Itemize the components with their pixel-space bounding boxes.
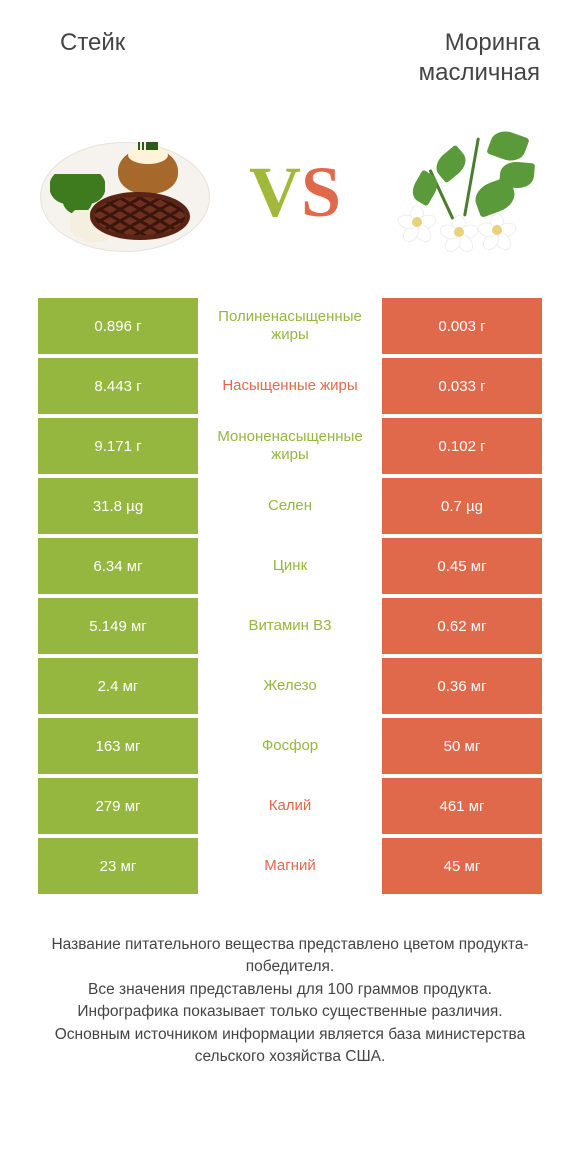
value-left: 8.443 г: [38, 358, 198, 414]
nutrient-label: Калий: [198, 778, 382, 834]
value-right: 0.36 мг: [382, 658, 542, 714]
header: Стейк Морингамасличная: [0, 0, 580, 98]
table-row: 9.171 гМононенасыщенные жиры0.102 г: [38, 418, 542, 474]
moringa-image: [380, 127, 540, 257]
value-right: 0.62 мг: [382, 598, 542, 654]
table-row: 8.443 гНасыщенные жиры0.033 г: [38, 358, 542, 414]
nutrient-label: Насыщенные жиры: [198, 358, 382, 414]
table-row: 0.896 гПолиненасыщенные жиры0.003 г: [38, 298, 542, 354]
comparison-table: 0.896 гПолиненасыщенные жиры0.003 г8.443…: [38, 298, 542, 894]
nutrient-label: Мононенасыщенные жиры: [198, 418, 382, 474]
value-left: 31.8 µg: [38, 478, 198, 534]
value-left: 0.896 г: [38, 298, 198, 354]
value-right: 45 мг: [382, 838, 542, 894]
value-right: 50 мг: [382, 718, 542, 774]
footer-line: Инфографика показывает только существенн…: [30, 1001, 550, 1023]
vs-v: V: [249, 152, 301, 232]
footer-line: Основным источником информации является …: [30, 1024, 550, 1069]
value-left: 23 мг: [38, 838, 198, 894]
value-left: 163 мг: [38, 718, 198, 774]
value-left: 6.34 мг: [38, 538, 198, 594]
value-left: 9.171 г: [38, 418, 198, 474]
footer-notes: Название питательного вещества представл…: [0, 934, 580, 1069]
value-left: 5.149 мг: [38, 598, 198, 654]
value-left: 279 мг: [38, 778, 198, 834]
nutrient-label: Цинк: [198, 538, 382, 594]
value-right: 0.003 г: [382, 298, 542, 354]
value-right: 0.7 µg: [382, 478, 542, 534]
value-right: 0.033 г: [382, 358, 542, 414]
table-row: 23 мгМагний45 мг: [38, 838, 542, 894]
nutrient-label: Витамин B3: [198, 598, 382, 654]
nutrient-label: Селен: [198, 478, 382, 534]
table-row: 6.34 мгЦинк0.45 мг: [38, 538, 542, 594]
footer-line: Все значения представлены для 100 граммо…: [30, 979, 550, 1001]
table-row: 279 мгКалий461 мг: [38, 778, 542, 834]
table-row: 5.149 мгВитамин B30.62 мг: [38, 598, 542, 654]
nutrient-label: Железо: [198, 658, 382, 714]
footer-line: Название питательного вещества представл…: [30, 934, 550, 979]
table-row: 2.4 мгЖелезо0.36 мг: [38, 658, 542, 714]
hero-row: VS: [0, 98, 580, 298]
vs-label: VS: [249, 151, 341, 234]
value-left: 2.4 мг: [38, 658, 198, 714]
value-right: 461 мг: [382, 778, 542, 834]
table-row: 31.8 µgСелен0.7 µg: [38, 478, 542, 534]
nutrient-label: Магний: [198, 838, 382, 894]
steak-image: [40, 132, 210, 252]
nutrient-label: Полиненасыщенные жиры: [198, 298, 382, 354]
value-right: 0.102 г: [382, 418, 542, 474]
value-right: 0.45 мг: [382, 538, 542, 594]
title-right: Морингамасличная: [300, 28, 540, 88]
table-row: 163 мгФосфор50 мг: [38, 718, 542, 774]
vs-s: S: [301, 152, 341, 232]
title-left: Стейк: [40, 28, 300, 88]
nutrient-label: Фосфор: [198, 718, 382, 774]
